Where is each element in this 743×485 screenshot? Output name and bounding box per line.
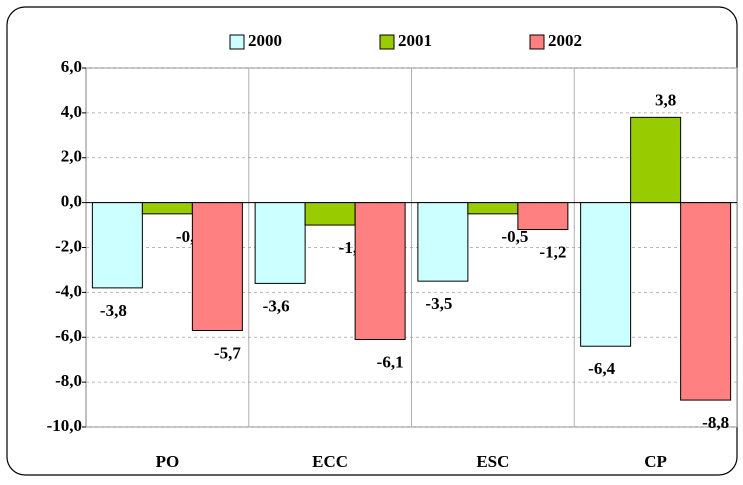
value-label: 3,8 (655, 90, 676, 109)
value-label: -3,5 (425, 294, 452, 313)
value-label: -0,5 (501, 227, 528, 246)
y-tick-label: 0,0 (61, 192, 82, 211)
y-tick-label: -10,0 (47, 416, 82, 435)
value-label: -1,2 (539, 242, 566, 261)
bar (630, 116, 682, 204)
x-tick-label: ESC (476, 452, 509, 471)
y-tick-label: 6,0 (61, 57, 82, 76)
x-tick-label: CP (644, 452, 667, 471)
legend-swatch (379, 34, 395, 50)
bar (91, 202, 143, 289)
y-tick-label: -6,0 (55, 326, 82, 345)
bar (680, 202, 732, 401)
x-tick-label: ECC (312, 452, 348, 471)
legend-swatch (529, 34, 545, 50)
legend-swatch (229, 34, 245, 50)
x-tick-label: PO (156, 452, 180, 471)
legend-label: 2000 (248, 31, 282, 50)
y-tick-label: 4,0 (61, 102, 82, 121)
bar (467, 202, 519, 215)
bar (354, 202, 406, 340)
bar (517, 202, 569, 231)
value-label: -8,8 (702, 413, 729, 432)
legend-label: 2002 (548, 31, 582, 50)
bar (141, 202, 193, 215)
bar (580, 202, 632, 347)
bar (191, 202, 243, 332)
y-tick-label: 2,0 (61, 147, 82, 166)
value-label: -3,6 (263, 296, 290, 315)
value-label: -6,4 (588, 359, 615, 378)
legend-label: 2001 (398, 31, 432, 50)
bar (304, 202, 356, 226)
value-label: -3,8 (100, 301, 127, 320)
value-label: -5,7 (214, 343, 241, 362)
y-tick-label: -2,0 (55, 236, 82, 255)
bar (417, 202, 469, 282)
y-tick-label: -8,0 (55, 371, 82, 390)
bar (254, 202, 306, 284)
y-tick-label: -4,0 (55, 281, 82, 300)
value-label: -6,1 (377, 352, 404, 371)
